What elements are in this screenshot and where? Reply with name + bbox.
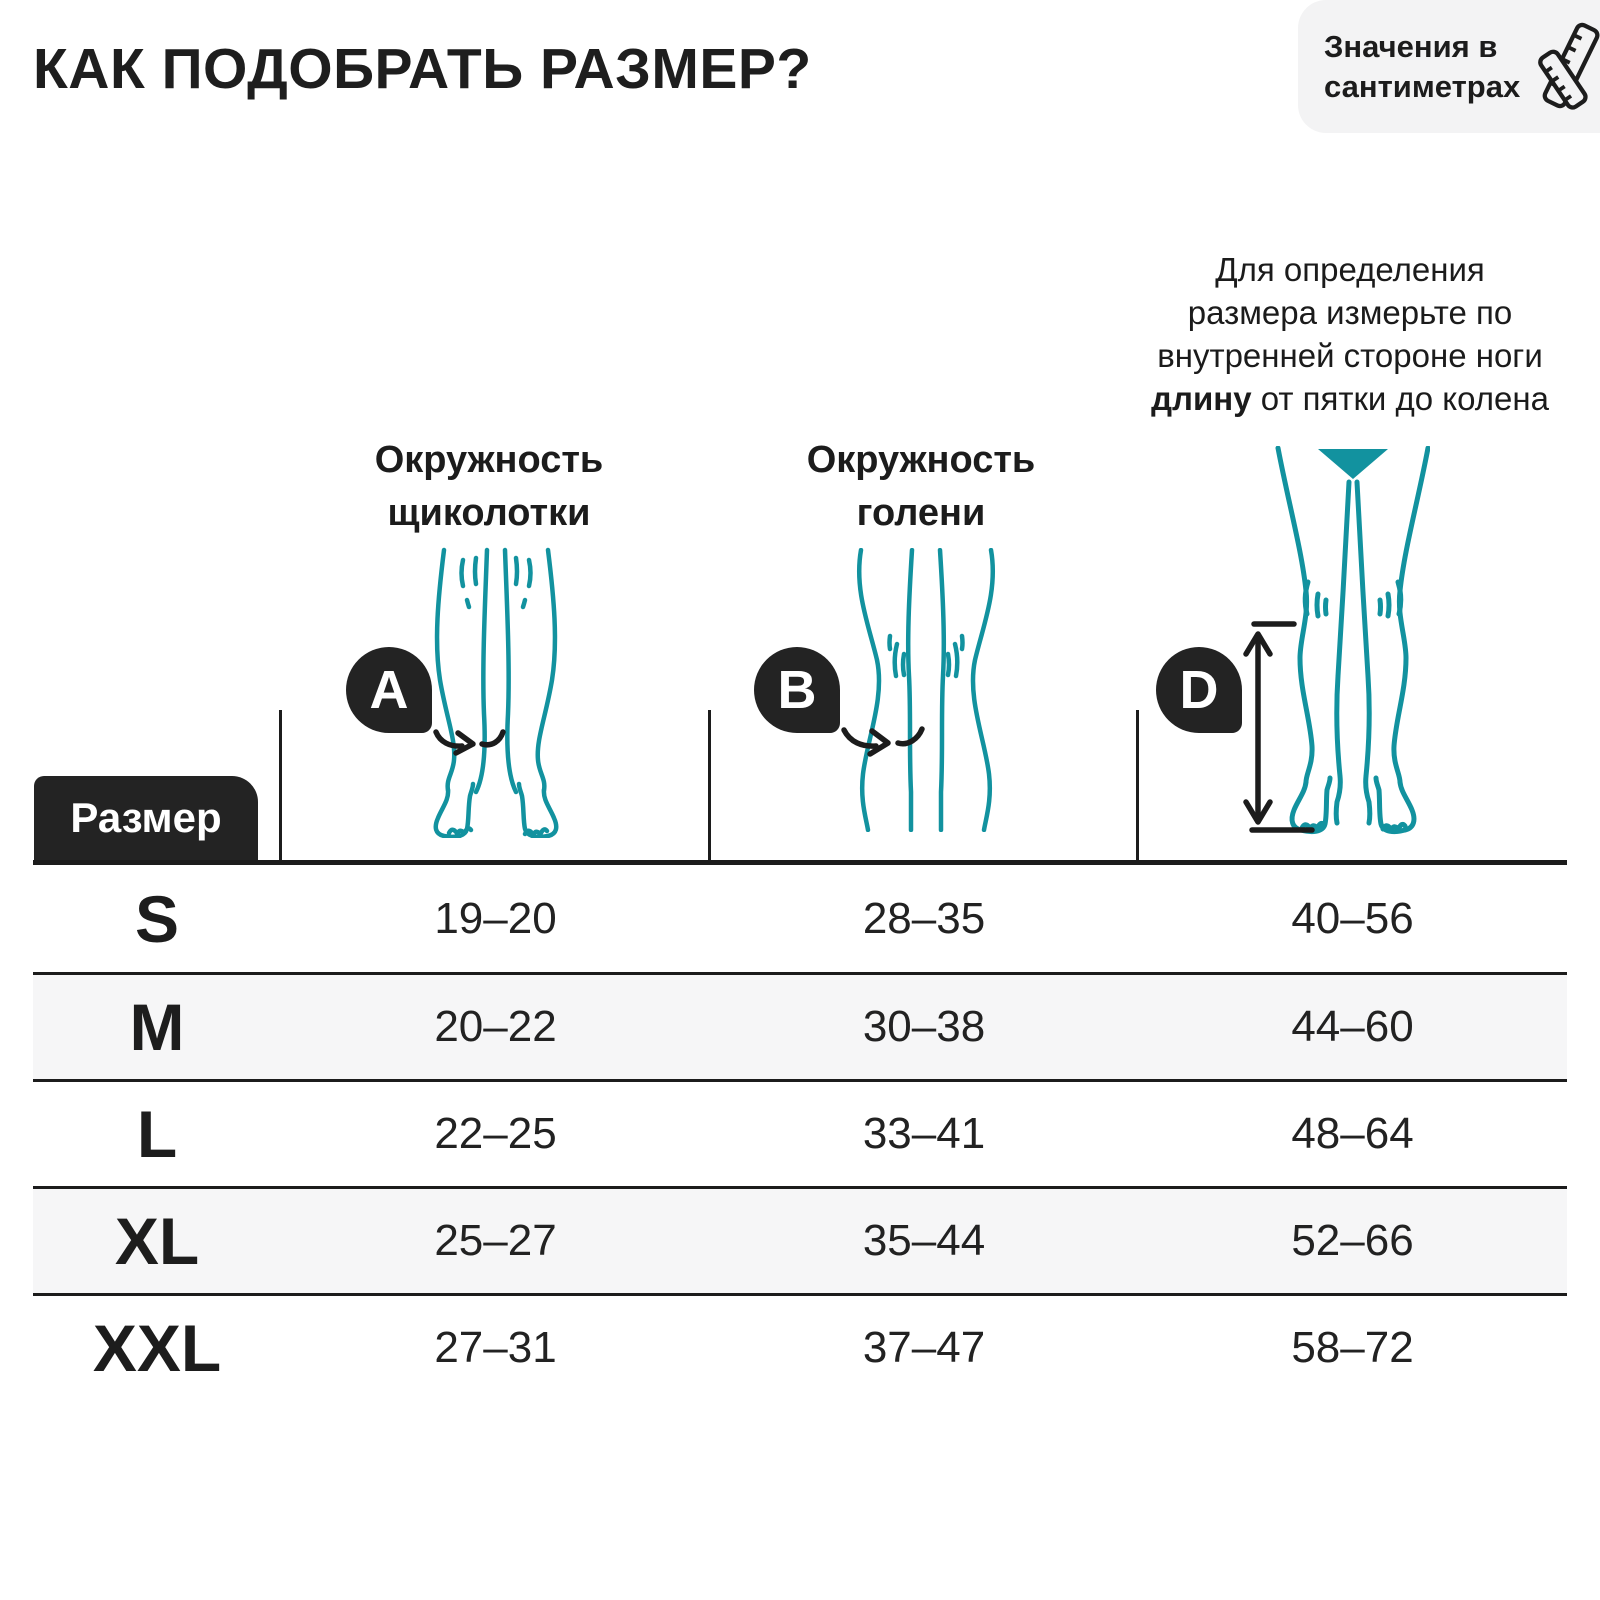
table-row: XXL 27–31 37–47 58–72	[33, 1293, 1567, 1400]
measure-note: Для определения размера измерьте по внут…	[1108, 248, 1592, 420]
ankle-cell: 19–20	[434, 893, 557, 943]
length-cell: 40–56	[1291, 893, 1414, 943]
circumference-arrow-a-icon	[432, 720, 506, 758]
calf-circumference-header: Окружность голени	[806, 439, 1036, 534]
size-cell: XXL	[92, 1311, 222, 1385]
circumference-arrow-b-icon	[840, 716, 930, 758]
calf-cell: 30–38	[862, 1002, 986, 1051]
note-line: внутренней стороне ноги	[1157, 337, 1543, 374]
table-row: L 22–25 33–41 48–64	[33, 1079, 1567, 1186]
ankle-cell: 20–22	[434, 1002, 557, 1051]
ankle-circumference-header: Окружность щиколотки	[374, 439, 604, 534]
ankle-cell: 25–27	[434, 1216, 557, 1265]
size-table: S 19–20 28–35 40–56 M 20–22 30–38 44–60 …	[33, 860, 1567, 1400]
length-cell: 52–66	[1291, 1216, 1414, 1265]
calf-cell: 33–41	[862, 1109, 986, 1158]
table-row: S 19–20 28–35 40–56	[33, 865, 1567, 972]
table-row: XL 25–27 35–44 52–66	[33, 1186, 1567, 1293]
calf-cell: 35–44	[862, 1216, 986, 1265]
marker-a-badge: A	[346, 647, 432, 733]
length-cell: 48–64	[1291, 1109, 1414, 1158]
units-badge-label: Значения в сантиметрах	[1324, 28, 1521, 104]
size-cell: S	[134, 881, 180, 956]
marker-letter: B	[777, 660, 817, 720]
calf-cell: 28–35	[862, 893, 986, 943]
ankle-legs-illustration	[430, 546, 562, 838]
table-row: M 20–22 30–38 44–60	[33, 972, 1567, 1079]
length-measure-arrow-icon	[1240, 618, 1320, 836]
size-header-badge: Размер	[34, 776, 258, 860]
marker-d-badge: D	[1156, 647, 1242, 733]
size-header-label: Размер	[70, 794, 222, 841]
length-cell: 44–60	[1291, 1002, 1414, 1051]
note-line: размера измерьте по	[1187, 294, 1513, 331]
note-line: длину от пятки до колена	[1151, 380, 1549, 417]
size-cell: L	[136, 1097, 178, 1171]
marker-b-badge: B	[754, 647, 840, 733]
size-cell: XL	[114, 1204, 200, 1278]
size-cell: M	[129, 990, 185, 1064]
note-line: Для определения	[1215, 251, 1485, 288]
length-cell: 58–72	[1291, 1323, 1414, 1372]
ruler-icon	[1526, 19, 1600, 115]
marker-letter: D	[1179, 660, 1219, 720]
units-badge: Значения в сантиметрах	[1298, 0, 1600, 133]
calf-legs-illustration	[849, 548, 1003, 832]
full-legs-illustration	[1242, 446, 1430, 844]
page-title: КАК ПОДОБРАТЬ РАЗМЕР?	[33, 37, 812, 101]
calf-cell: 37–47	[862, 1323, 986, 1372]
ankle-cell: 22–25	[434, 1109, 557, 1158]
ankle-cell: 27–31	[434, 1323, 557, 1372]
marker-letter: A	[369, 660, 409, 720]
